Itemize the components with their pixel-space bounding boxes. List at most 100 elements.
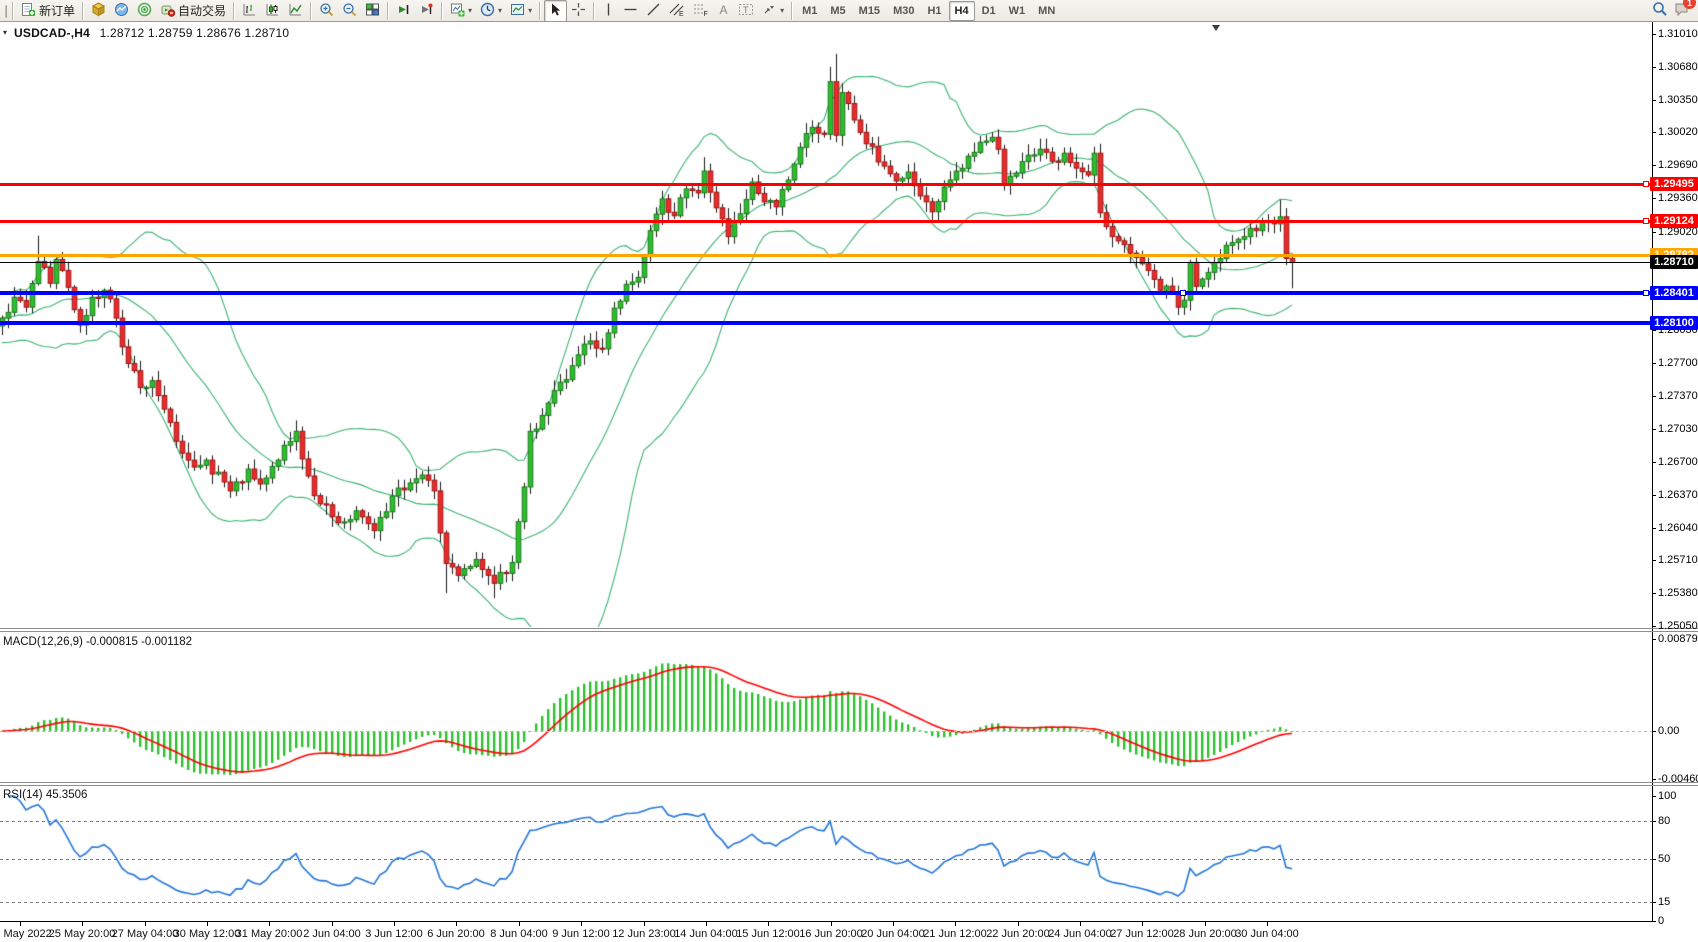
new-order-button[interactable]: 新订单 [17, 0, 79, 22]
timeframe-button-mn[interactable]: MN [1038, 4, 1056, 17]
price-horizontal-line[interactable] [0, 261, 1652, 263]
crosshair-icon [571, 2, 586, 20]
y-axis-tick [1652, 639, 1656, 641]
pane-divider[interactable] [0, 631, 1698, 632]
notifications-button[interactable]: 1 [1674, 0, 1696, 20]
x-axis-date-label: 2 Jun 04:00 [303, 928, 361, 940]
x-axis-date-label: 3 Jun 12:00 [365, 928, 423, 940]
x-axis-date-label: 25 May 20:00 [48, 928, 116, 940]
x-axis-tick [1079, 922, 1081, 926]
line-handle[interactable] [1180, 290, 1186, 297]
new-chart-button[interactable]: ▾ [446, 0, 476, 22]
x-axis-tick [705, 922, 707, 926]
dropdown-caret-icon: ▾ [498, 5, 503, 15]
new-order-icon [21, 2, 36, 20]
line-handle[interactable] [1643, 181, 1649, 188]
timeframe-button-m30[interactable]: M30 [893, 4, 915, 17]
line-chart-icon [288, 2, 303, 20]
tile-windows-icon [365, 2, 380, 20]
x-axis-date-label: 21 Jun 12:00 [923, 928, 987, 940]
cursor-button[interactable] [544, 0, 568, 22]
timeframe-button-m15[interactable]: M15 [858, 4, 881, 17]
pane-divider[interactable] [0, 628, 1698, 629]
trendline-tool-button[interactable] [642, 0, 665, 22]
timeframe-button-h1[interactable]: H1 [927, 4, 942, 17]
profiles-button[interactable]: ▾ [476, 0, 506, 22]
svg-text:F: F [704, 11, 708, 17]
price-horizontal-line[interactable] [0, 291, 1652, 296]
y-axis-tick [1652, 626, 1656, 627]
line-handle[interactable] [1643, 218, 1649, 225]
timeframe-button-m1[interactable]: M1 [802, 4, 818, 17]
text-label-tool-button[interactable]: T [734, 0, 758, 22]
pane-divider[interactable] [0, 785, 1698, 786]
templates-button[interactable]: ▾ [506, 0, 536, 22]
line-handle[interactable] [1643, 290, 1649, 297]
vertical-line-tool-button[interactable] [598, 0, 619, 22]
timeframe-button-h4[interactable]: H4 [948, 0, 975, 21]
price-tag: 1.28100 [1650, 316, 1698, 331]
rsi-tick-label: 50 [1658, 852, 1671, 865]
x-axis-date-label: 20 Jun 04:00 [861, 928, 925, 940]
y-axis-tick [1652, 821, 1656, 822]
y-axis-tick-label: 1.29360 [1658, 191, 1698, 204]
price-horizontal-line[interactable] [0, 321, 1652, 326]
y-axis-tick-label: 1.25380 [1658, 587, 1698, 600]
y-axis-tick [1652, 731, 1656, 732]
macd-tick-label: -0.004601 [1658, 773, 1698, 786]
toolbar-separator [441, 1, 444, 20]
auto-scroll-button[interactable] [392, 0, 415, 22]
fibonacci-tool-button[interactable]: F [689, 0, 713, 22]
price-horizontal-line[interactable] [0, 219, 1652, 223]
toolbar-separator [791, 1, 794, 20]
price-horizontal-line[interactable] [0, 182, 1652, 186]
price-horizontal-line[interactable] [0, 253, 1652, 257]
chart-shift-marker-icon[interactable] [1212, 25, 1220, 31]
timeframe-button-w1[interactable]: W1 [1008, 4, 1026, 17]
zoom-out-icon [342, 2, 357, 20]
svg-text:A: A [720, 3, 728, 17]
new-chart-icon [450, 2, 465, 20]
y-axis-tick [1652, 494, 1656, 496]
equidistant-channel-tool-button[interactable]: E [665, 0, 689, 22]
arrows-tool-button[interactable]: ▾ [758, 0, 788, 22]
crosshair-button[interactable] [567, 0, 590, 22]
x-axis-date-label: 24 May 2022 [0, 928, 52, 940]
chart-menu-caret-icon[interactable]: ▾ [3, 28, 8, 37]
y-axis-tick-label: 1.25710 [1658, 554, 1698, 567]
macd-indicator-label: MACD(12,26,9) -0.000815 -0.001182 [3, 636, 193, 648]
new-order-label: 新订单 [39, 4, 76, 18]
x-axis-tick [1017, 922, 1019, 926]
strategy-tester-button[interactable] [133, 0, 156, 22]
x-axis-tick [1267, 922, 1268, 926]
tile-windows-button[interactable] [361, 0, 384, 22]
search-icon[interactable] [1652, 1, 1668, 20]
x-axis-date-label: 16 Jun 20:00 [799, 928, 863, 940]
x-axis-date-label: 12 Jun 23:00 [612, 928, 676, 940]
zoom-in-button[interactable] [315, 0, 338, 22]
zoom-out-button[interactable] [338, 0, 361, 22]
rsi-tick-label: 15 [1658, 896, 1671, 909]
ohlc-values: 1.28712 1.28759 1.28676 1.28710 [99, 26, 290, 40]
pane-divider[interactable] [0, 782, 1698, 783]
bar-chart-type-button[interactable] [238, 0, 261, 22]
line-chart-type-button[interactable] [284, 0, 307, 22]
text-tool-button[interactable]: A [713, 0, 734, 22]
candlestick-chart-type-button[interactable] [261, 0, 284, 22]
time-axis-line [0, 921, 1652, 922]
x-axis-date-label: 6 Jun 20:00 [427, 928, 485, 940]
chart-shift-button[interactable] [415, 0, 438, 22]
x-axis-date-label: 31 May 20:00 [235, 928, 303, 940]
market-watch-button[interactable] [87, 0, 110, 22]
autotrading-label: 自动交易 [178, 4, 227, 18]
data-window-button[interactable] [110, 0, 133, 22]
horizontal-line-tool-button[interactable] [619, 0, 642, 22]
timeframe-button-d1[interactable]: D1 [981, 4, 996, 17]
autotrading-button[interactable]: 自动交易 [156, 0, 230, 22]
text-label-icon: T [738, 2, 754, 20]
timeframe-button-m5[interactable]: M5 [830, 4, 846, 17]
x-axis-tick [20, 922, 21, 926]
main-toolbar: 新订单 自动交易 [0, 0, 1698, 22]
x-axis-tick [892, 922, 894, 926]
